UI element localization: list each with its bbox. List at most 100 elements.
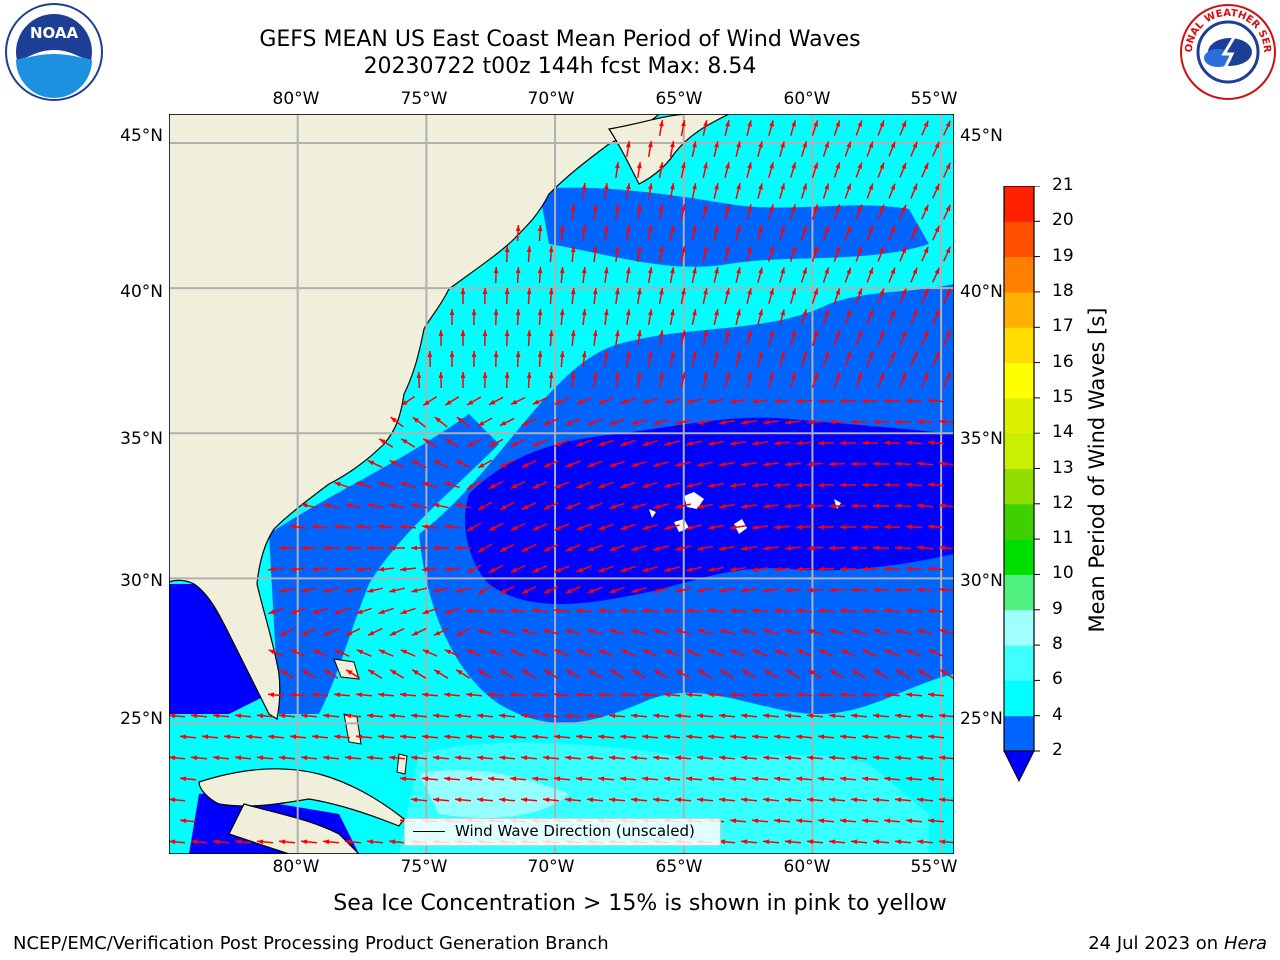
wave-direction-arrowhead — [736, 141, 741, 148]
wave-direction-arrowhead — [725, 372, 730, 379]
wave-direction-arrowhead — [642, 734, 649, 740]
wave-direction-arrowhead — [852, 669, 859, 675]
wave-direction-arrowhead — [510, 776, 517, 782]
wave-direction-arrowhead — [928, 649, 936, 655]
wave-direction-arrowhead — [477, 797, 484, 803]
wave-direction-arrowhead — [345, 545, 351, 551]
wave-direction-arrowhead — [835, 288, 840, 295]
wave-direction-arrowhead — [681, 120, 686, 127]
wave-direction-arrowhead — [532, 649, 540, 655]
wave-direction-arrowhead — [846, 351, 851, 358]
wave-direction-arrowhead — [719, 546, 726, 551]
wave-direction-arrowhead — [455, 460, 463, 466]
wave-direction-arrowhead — [807, 503, 814, 509]
wave-direction-arrowhead — [576, 525, 583, 530]
wave-direction-arrowhead — [934, 351, 940, 359]
wave-direction-arrowhead — [444, 776, 451, 782]
wave-direction-arrowhead — [769, 120, 774, 127]
wave-direction-arrowhead — [873, 545, 880, 551]
wave-direction-arrowhead — [449, 351, 455, 357]
colorbar-tick-label: 8 — [1052, 634, 1063, 655]
wave-direction-arrowhead — [334, 692, 341, 698]
wave-direction-arrowhead — [840, 776, 847, 782]
wave-direction-arrowhead — [945, 372, 951, 380]
wave-direction-arrowhead — [548, 372, 554, 379]
wave-direction-arrowhead — [813, 162, 818, 169]
colorbar-band — [1004, 186, 1034, 222]
wave-direction-arrowhead — [334, 609, 341, 614]
wave-direction-arrowhead — [367, 503, 374, 508]
wave-direction-arrowhead — [455, 713, 462, 719]
wave-direction-arrowhead — [478, 504, 485, 510]
wave-direction-arrowhead — [835, 330, 840, 337]
wave-direction-arrowhead — [471, 351, 477, 357]
wave-direction-arrowhead — [906, 524, 913, 530]
wave-direction-arrowhead — [499, 713, 506, 719]
lon-tick-top: 65°W — [655, 89, 703, 109]
wave-direction-arrowhead — [763, 839, 770, 845]
wave-direction-arrowhead — [868, 309, 873, 316]
wave-direction-arrowhead — [862, 398, 868, 404]
wave-direction-arrowhead — [246, 734, 253, 740]
wave-direction-arrowhead — [587, 546, 594, 551]
wave-direction-arrowhead — [945, 288, 951, 296]
wave-direction-arrowhead — [824, 267, 829, 274]
wave-direction-arrowhead — [895, 839, 902, 845]
wave-direction-arrowhead — [906, 482, 913, 488]
wave-direction-arrowhead — [642, 567, 649, 572]
wave-direction-arrowhead — [345, 839, 352, 845]
wave-direction-arrowhead — [499, 546, 507, 552]
wave-direction-arrowhead — [433, 588, 440, 593]
wave-direction-arrowhead — [901, 246, 906, 254]
wave-direction-arrowhead — [780, 309, 785, 316]
wave-direction-arrowhead — [598, 567, 605, 572]
wave-direction-arrowhead — [460, 372, 466, 378]
wave-direction-arrowhead — [664, 399, 671, 404]
wave-direction-arrowhead — [427, 351, 433, 358]
period-gulf-lt-2 — [169, 584, 269, 714]
wave-direction-arrowhead — [851, 461, 857, 467]
map-gridlines — [169, 114, 954, 854]
wave-direction-arrowhead — [455, 797, 462, 803]
wave-direction-arrowhead — [482, 372, 488, 378]
wave-direction-arrowhead — [554, 525, 562, 531]
wave-direction-arrowhead — [752, 818, 759, 824]
wave-direction-arrowhead — [504, 330, 510, 337]
wave-direction-arrowhead — [846, 225, 851, 232]
wave-direction-arrowhead — [895, 503, 902, 509]
colorbar-tick-label: 15 — [1052, 386, 1074, 407]
wave-direction-arrowhead — [708, 525, 715, 530]
wave-direction-arrowhead — [818, 566, 825, 572]
wave-direction-arrowhead — [802, 309, 807, 316]
wave-direction-arrowhead — [940, 669, 947, 675]
wave-direction-arrowhead — [736, 183, 741, 190]
wave-direction-arrowhead — [609, 713, 616, 719]
wave-direction-arrowhead — [631, 755, 638, 761]
wave-direction-arrowhead — [642, 649, 650, 655]
wave-direction-arrowhead — [609, 546, 616, 551]
wave-direction-arrowhead — [813, 120, 818, 127]
wave-direction-arrowhead — [939, 461, 946, 467]
wave-direction-arrowhead — [890, 183, 895, 190]
wave-direction-arrowhead — [697, 588, 704, 593]
wave-direction-arrowhead — [477, 713, 484, 719]
wave-direction-arrowhead — [460, 330, 466, 336]
wave-direction-arrowhead — [570, 204, 576, 211]
wave-direction-arrowhead — [928, 398, 935, 404]
wave-direction-arrowhead — [681, 372, 686, 379]
wave-direction-arrowhead — [467, 399, 474, 405]
wave-direction-arrowhead — [411, 630, 419, 636]
wave-direction-arrowhead — [290, 566, 297, 572]
wave-direction-arrowhead — [818, 649, 826, 655]
wave-direction-arrowhead — [774, 398, 781, 404]
wave-direction-arrowhead — [631, 504, 638, 509]
wave-direction-arrowhead — [290, 692, 297, 698]
wave-direction-arrowhead — [521, 504, 529, 510]
wave-direction-arrowhead — [659, 288, 664, 295]
wave-direction-arrowhead — [818, 482, 825, 488]
wave-direction-arrowhead — [840, 649, 848, 655]
wave-direction-arrowhead — [884, 566, 891, 572]
wave-direction-arrowhead — [758, 309, 763, 316]
wave-direction-arrowhead — [631, 629, 638, 634]
wave-direction-arrowhead — [703, 330, 708, 337]
